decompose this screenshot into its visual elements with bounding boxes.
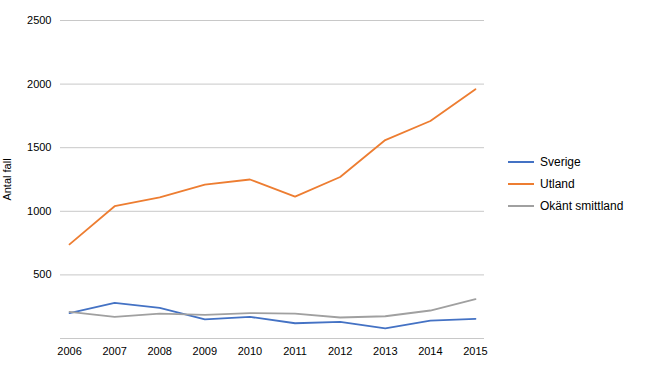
svg-text:2009: 2009 bbox=[193, 345, 217, 357]
svg-text:Antal fall: Antal fall bbox=[1, 158, 13, 200]
svg-text:2015: 2015 bbox=[463, 345, 487, 357]
svg-text:2010: 2010 bbox=[238, 345, 262, 357]
svg-text:2008: 2008 bbox=[147, 345, 171, 357]
svg-text:2000: 2000 bbox=[27, 78, 51, 90]
html-text:Utland: Utland bbox=[540, 177, 575, 191]
svg-text:2006: 2006 bbox=[57, 345, 81, 357]
svg-text:2013: 2013 bbox=[373, 345, 397, 357]
svg-text:2014: 2014 bbox=[418, 345, 442, 357]
svg-text:1500: 1500 bbox=[27, 141, 51, 153]
html-text:Sverige: Sverige bbox=[540, 155, 581, 169]
svg-text:2012: 2012 bbox=[328, 345, 352, 357]
svg-text:2011: 2011 bbox=[283, 345, 307, 357]
svg-text:500: 500 bbox=[33, 268, 51, 280]
svg-text:1000: 1000 bbox=[27, 205, 51, 217]
svg-text:2007: 2007 bbox=[102, 345, 126, 357]
svg-text:2500: 2500 bbox=[27, 14, 51, 26]
html-text:Okänt smittland: Okänt smittland bbox=[540, 199, 624, 213]
